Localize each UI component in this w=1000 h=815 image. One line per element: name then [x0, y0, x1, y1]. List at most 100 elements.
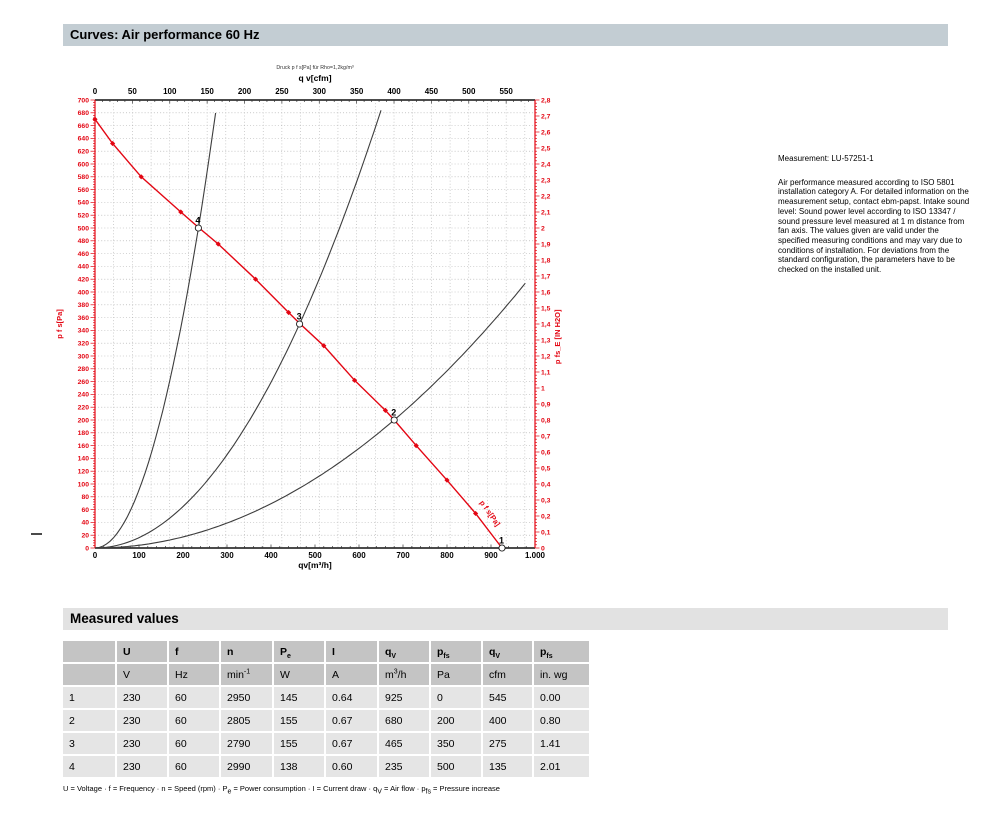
svg-text:2,1: 2,1	[541, 209, 551, 216]
table-cell: 0.67	[326, 710, 377, 731]
svg-text:2,2: 2,2	[541, 193, 551, 200]
svg-text:700: 700	[396, 551, 410, 560]
table-cell: 235	[379, 756, 429, 777]
table-cell: 230	[117, 733, 167, 754]
data-point-marker	[138, 174, 144, 180]
svg-text:440: 440	[78, 264, 90, 271]
svg-text:60: 60	[81, 507, 89, 514]
table-cell: 138	[274, 756, 324, 777]
svg-text:900: 900	[484, 551, 498, 560]
table-cell: 500	[431, 756, 481, 777]
table-cell: 680	[379, 710, 429, 731]
column-header: pfs	[534, 641, 589, 662]
column-unit: min-1	[221, 664, 272, 685]
svg-text:520: 520	[78, 213, 90, 220]
svg-text:0,4: 0,4	[541, 481, 551, 488]
data-point-marker	[286, 309, 292, 316]
svg-text:50: 50	[128, 87, 137, 96]
table-cell: 0.00	[534, 687, 589, 708]
column-unit: m3/h	[379, 664, 429, 685]
svg-text:0,3: 0,3	[541, 497, 551, 504]
column-header: pfs	[431, 641, 481, 662]
svg-text:420: 420	[78, 277, 90, 284]
bottom-axis-title: qv[m³/h]	[298, 560, 332, 570]
chart-mini-title: Druck p f s[Pa] für Rho=1,2kg/m³	[276, 65, 354, 71]
svg-text:280: 280	[78, 366, 90, 373]
fan-curve-label: p f s[Pa]	[478, 499, 503, 529]
svg-text:240: 240	[78, 392, 90, 399]
table-cell: 230	[117, 687, 167, 708]
data-point-marker	[110, 140, 116, 147]
svg-text:1,8: 1,8	[541, 257, 551, 264]
svg-text:550: 550	[499, 87, 513, 96]
svg-text:600: 600	[352, 551, 366, 560]
svg-text:640: 640	[78, 136, 90, 143]
data-point-marker	[352, 377, 358, 383]
svg-text:1,6: 1,6	[541, 289, 551, 296]
svg-text:200: 200	[238, 87, 252, 96]
chart-grid	[95, 100, 535, 548]
operating-point-label: 1	[499, 536, 504, 546]
svg-text:500: 500	[308, 551, 322, 560]
svg-text:0,8: 0,8	[541, 417, 551, 424]
table-cell: 155	[274, 710, 324, 731]
svg-text:1,1: 1,1	[541, 369, 551, 376]
axis-lines	[94, 99, 536, 549]
operating-point-label: 2	[391, 408, 396, 418]
svg-text:1,9: 1,9	[541, 241, 551, 248]
table-cell: 230	[117, 756, 167, 777]
data-point-marker	[413, 443, 419, 449]
column-unit: V	[117, 664, 167, 685]
table-cell: 2990	[221, 756, 272, 777]
svg-text:400: 400	[387, 87, 401, 96]
column-header: qV	[379, 641, 429, 662]
svg-text:500: 500	[78, 225, 90, 232]
svg-text:100: 100	[132, 551, 146, 560]
table-cell: 145	[274, 687, 324, 708]
air-performance-chart: 0204060801001201401601802002202402602803…	[55, 65, 562, 570]
svg-text:400: 400	[264, 551, 278, 560]
right-axis: 0 0,1 0,2 0,3 0,4 0,5 0,6 0,7 0,8 0,9 1 1,1 1,2 1,3 1,…	[535, 97, 551, 552]
svg-text:1,2: 1,2	[541, 353, 551, 360]
table-cell: 2790	[221, 733, 272, 754]
column-unit: cfm	[483, 664, 532, 685]
svg-text:2,4: 2,4	[541, 161, 551, 168]
table-row: 3 230 60 2790 155 0.67 465 350 275 1.41	[63, 733, 589, 754]
fan-curve: p f s[Pa]	[92, 116, 503, 549]
svg-text:0,5: 0,5	[541, 465, 551, 472]
svg-text:120: 120	[78, 469, 90, 476]
row-number: 2	[63, 710, 115, 731]
table-cell: 60	[169, 710, 219, 731]
svg-text:100: 100	[163, 87, 177, 96]
table-row: 2 230 60 2805 155 0.67 680 200 400 0.80	[63, 710, 589, 731]
row-number: 4	[63, 756, 115, 777]
top-axis-title: q v[cfm]	[298, 73, 331, 83]
svg-text:260: 260	[78, 379, 90, 386]
operating-point	[498, 544, 506, 552]
page-title: Curves: Air performance 60 Hz	[63, 24, 948, 46]
svg-text:580: 580	[78, 174, 90, 181]
operating-points: 1 2 3 4	[194, 216, 506, 552]
svg-text:450: 450	[425, 87, 439, 96]
table-cell: 0.80	[534, 710, 589, 731]
svg-text:600: 600	[78, 161, 90, 168]
table-cell: 0.64	[326, 687, 377, 708]
left-axis: 0 20 40 60 80 100 120 140 160 180 200 220 240 260 280 3…	[78, 97, 95, 552]
measurement-note-text: Air performance measured according to IS…	[778, 177, 970, 275]
data-point-marker	[382, 407, 388, 413]
svg-text:0: 0	[93, 551, 98, 560]
table-cell: 275	[483, 733, 532, 754]
svg-text:340: 340	[78, 328, 90, 335]
table-cell: 0	[431, 687, 481, 708]
table-cell: 400	[483, 710, 532, 731]
table-cell: 60	[169, 733, 219, 754]
svg-text:300: 300	[313, 87, 327, 96]
column-header: Pe	[274, 641, 324, 662]
svg-text:1.000: 1.000	[525, 551, 546, 560]
svg-text:150: 150	[200, 87, 214, 96]
table-cell: 2.01	[534, 756, 589, 777]
svg-text:480: 480	[78, 238, 90, 245]
column-header: n	[221, 641, 272, 662]
table-cell: 2950	[221, 687, 272, 708]
